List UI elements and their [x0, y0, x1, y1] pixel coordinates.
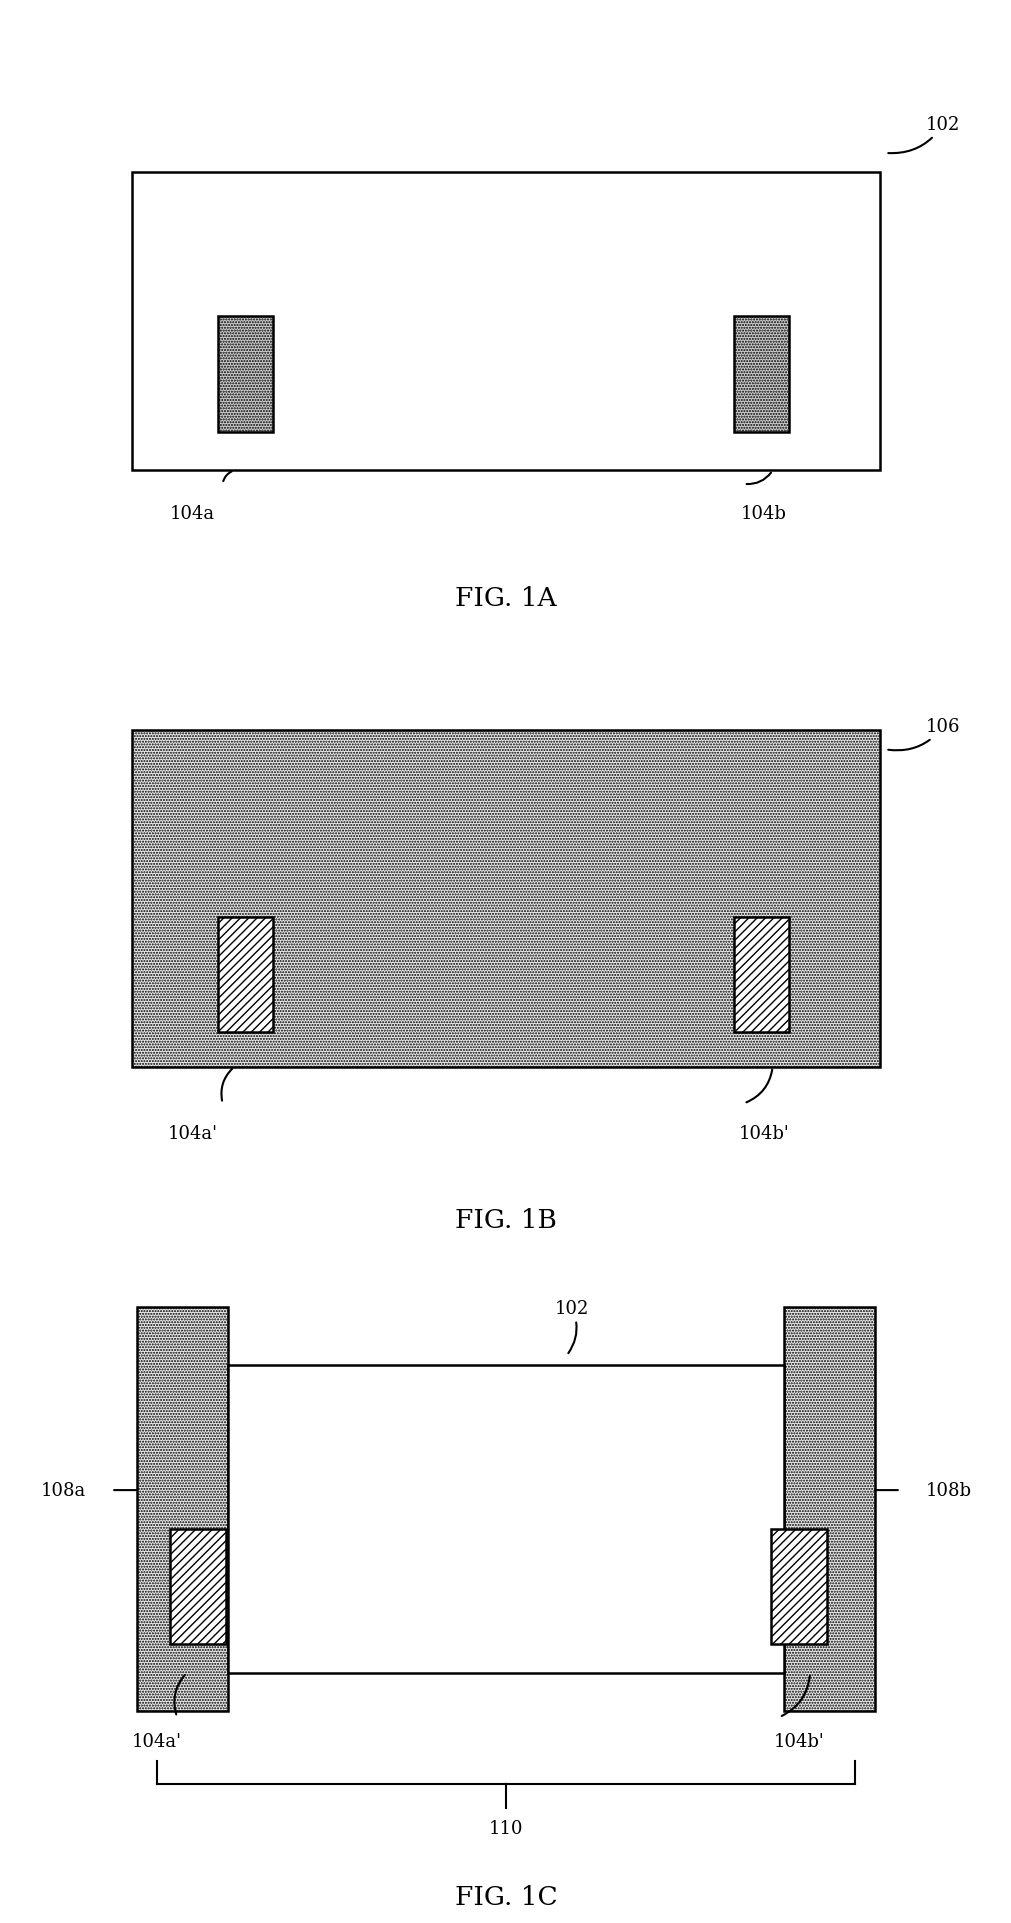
- Bar: [770, 1529, 826, 1644]
- Text: 104a: 104a: [170, 506, 214, 523]
- Bar: [733, 317, 789, 433]
- Text: 102: 102: [554, 1300, 588, 1354]
- Text: 104a': 104a': [167, 1125, 217, 1142]
- Text: 104b': 104b': [738, 1125, 789, 1142]
- Bar: [131, 173, 880, 471]
- Bar: [227, 1365, 784, 1673]
- Text: FIG. 1A: FIG. 1A: [455, 587, 556, 612]
- Text: 106: 106: [888, 717, 959, 752]
- Bar: [784, 1308, 875, 1711]
- Bar: [217, 917, 273, 1033]
- Bar: [170, 1529, 225, 1644]
- Text: 110: 110: [488, 1819, 523, 1836]
- Text: 108b: 108b: [925, 1481, 971, 1500]
- Text: 104b': 104b': [773, 1733, 824, 1750]
- Text: FIG. 1C: FIG. 1C: [454, 1885, 557, 1910]
- Bar: [733, 917, 789, 1033]
- Text: 108a: 108a: [40, 1481, 86, 1500]
- Bar: [217, 317, 273, 433]
- Text: 104b: 104b: [740, 506, 787, 523]
- Bar: [136, 1308, 227, 1711]
- Text: FIG. 1B: FIG. 1B: [455, 1208, 556, 1233]
- Bar: [131, 731, 880, 1067]
- Text: 102: 102: [888, 115, 959, 154]
- Text: 104a': 104a': [131, 1733, 182, 1750]
